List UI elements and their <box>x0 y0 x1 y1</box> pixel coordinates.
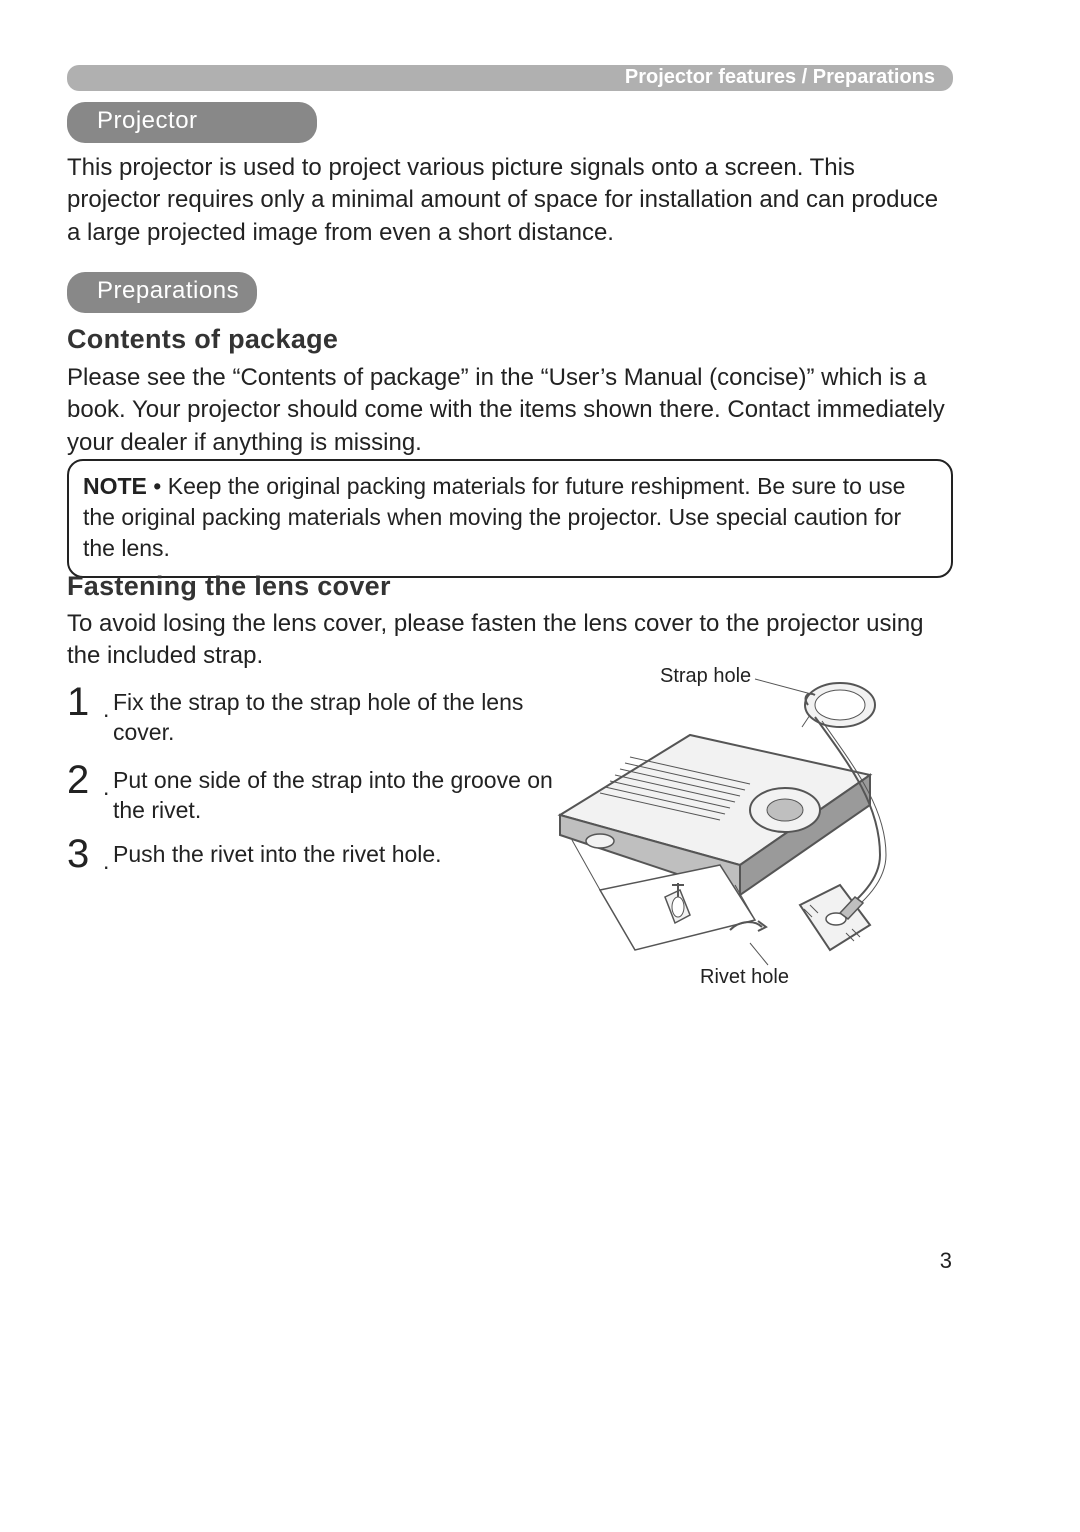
note-box: NOTE • Keep the original packing materia… <box>67 459 953 578</box>
step-1: 1.Fix the strap to the strap hole of the… <box>67 682 563 748</box>
step-dot: . <box>103 760 113 801</box>
section-pill-features: Projector features <box>67 102 317 143</box>
step-2: 2.Put one side of the strap into the gro… <box>67 760 563 826</box>
note-label: NOTE <box>83 473 147 499</box>
lens-cover-diagram <box>540 665 960 995</box>
step-text: Put one side of the strap into the groov… <box>113 760 563 826</box>
step-text: Push the rivet into the rivet hole. <box>113 834 563 870</box>
step-dot: . <box>103 682 113 723</box>
step-number: 2 <box>67 760 103 800</box>
step-number: 1 <box>67 682 103 722</box>
step-dot: . <box>103 834 113 875</box>
projector-illustration-icon <box>540 665 960 995</box>
heading-contents-of-package: Contents of package <box>67 324 338 355</box>
page-number: 3 <box>940 1248 952 1274</box>
step-number: 3 <box>67 834 103 874</box>
pill-label: Preparations <box>97 277 239 304</box>
features-intro-text: This projector is used to project variou… <box>67 152 953 249</box>
note-body: • Keep the original packing materials fo… <box>83 473 905 561</box>
heading-fastening-lens-cover: Fastening the lens cover <box>67 571 391 602</box>
contents-paragraph: Please see the “Contents of package” in … <box>67 362 953 459</box>
section-pill-preparations: Preparations <box>67 272 257 313</box>
header-bar: Projector features / Preparations <box>67 65 953 91</box>
step-3: 3.Push the rivet into the rivet hole. <box>67 834 563 875</box>
breadcrumb: Projector features / Preparations <box>625 66 935 89</box>
step-text: Fix the strap to the strap hole of the l… <box>113 682 563 748</box>
fasten-paragraph: To avoid losing the lens cover, please f… <box>67 608 957 673</box>
